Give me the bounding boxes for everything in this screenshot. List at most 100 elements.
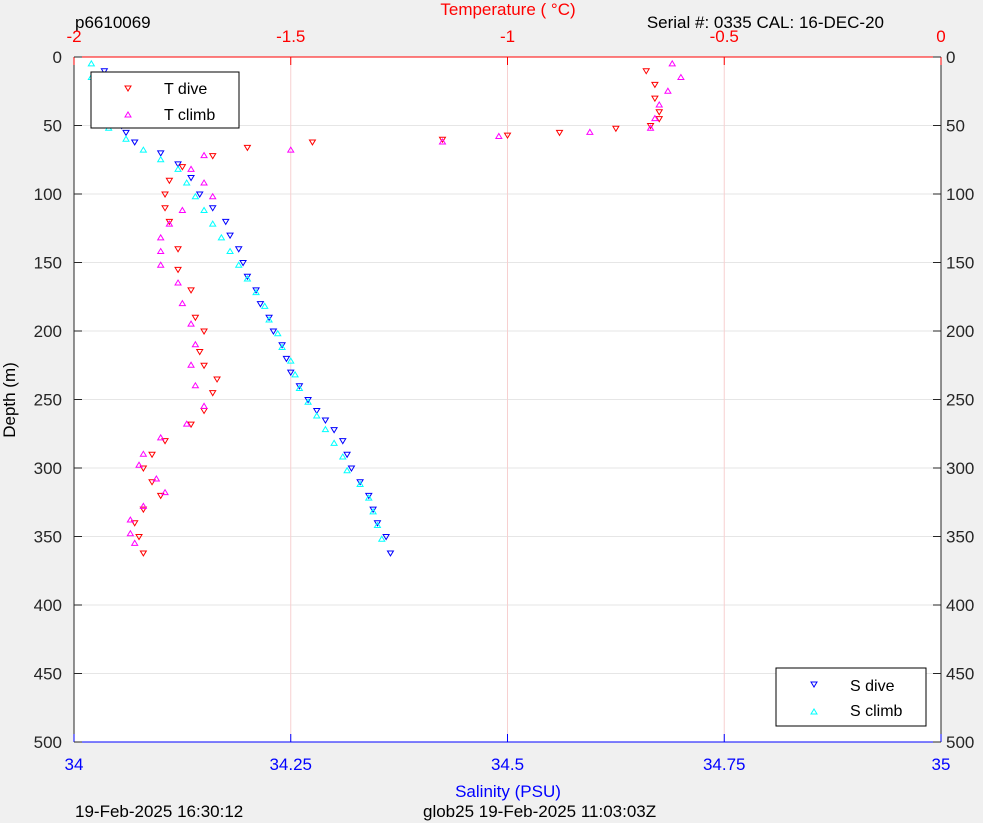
s-dive-point bbox=[226, 232, 234, 240]
s-dive-point bbox=[286, 369, 295, 377]
t-dive-point bbox=[208, 153, 217, 160]
s-dive-point bbox=[122, 129, 130, 137]
t-climb-point bbox=[668, 59, 677, 67]
s-climb-point bbox=[174, 165, 182, 172]
s-dive-point bbox=[347, 465, 356, 472]
t-dive-point bbox=[646, 123, 655, 130]
t-climb-point bbox=[152, 474, 161, 482]
t-dive-point bbox=[213, 376, 221, 383]
depth-tick-label-left: 100 bbox=[34, 185, 62, 204]
t-climb-point bbox=[135, 461, 143, 468]
temperature-axis-label: Temperature ( °C) bbox=[440, 0, 575, 19]
s-climb-point bbox=[273, 329, 282, 337]
s-dive-point bbox=[239, 260, 247, 267]
t-climb-point bbox=[200, 151, 208, 159]
t-dive-point bbox=[165, 177, 174, 185]
s-dive-point bbox=[208, 205, 217, 212]
s-climb-point bbox=[208, 220, 217, 227]
plot-timestamp: 19-Feb-2025 16:30:12 bbox=[75, 802, 243, 821]
s-climb-point bbox=[260, 302, 269, 309]
depth-tick-label-right: 0 bbox=[946, 48, 955, 67]
t-climb-point bbox=[208, 192, 217, 200]
depth-tick-label-right: 450 bbox=[946, 665, 974, 684]
s-dive-point bbox=[343, 451, 351, 459]
t-dive-point bbox=[174, 266, 182, 274]
t-dive-point bbox=[655, 116, 664, 123]
s-dive-point bbox=[278, 342, 286, 349]
s-dive-point bbox=[100, 68, 109, 75]
s-climb-point bbox=[369, 507, 377, 515]
legend-t-climb-marker bbox=[124, 111, 132, 118]
s-climb-point bbox=[330, 439, 338, 446]
t-dive-point bbox=[651, 95, 659, 103]
s-climb-point bbox=[286, 357, 295, 364]
t-climb-point bbox=[677, 73, 685, 81]
t-dive-point bbox=[438, 136, 447, 144]
t-dive-point bbox=[308, 139, 317, 146]
depth-tick-label-left: 0 bbox=[53, 48, 62, 67]
salinity-tick-label: 34.25 bbox=[269, 755, 312, 774]
depth-tick-label-right: 400 bbox=[946, 596, 974, 615]
t-dive-point bbox=[655, 109, 664, 116]
s-dive-point bbox=[195, 191, 204, 198]
s-dive-point bbox=[321, 417, 330, 425]
s-dive-point bbox=[265, 314, 273, 322]
t-dive-point bbox=[139, 550, 148, 557]
salinity-tick-label: 35 bbox=[932, 755, 951, 774]
s-climb-point bbox=[122, 135, 130, 142]
s-climb-point bbox=[291, 370, 299, 378]
legend-s-dive-label: S dive bbox=[850, 678, 895, 695]
s-climb-point bbox=[377, 535, 386, 542]
s-dive-point bbox=[252, 287, 260, 294]
depth-tick-label-left: 350 bbox=[34, 528, 62, 547]
salinity-tick-label: 34.75 bbox=[703, 755, 746, 774]
t-dive-point bbox=[130, 520, 139, 527]
series-s-dive bbox=[100, 68, 395, 557]
axes: -2 -1.5 -1 -0.5 034 34.25 34.5 34.75 350 050 50100… bbox=[34, 27, 975, 774]
t-dive-point bbox=[200, 328, 208, 335]
depth-tick-label-right: 50 bbox=[946, 117, 965, 136]
s-dive-point bbox=[330, 427, 338, 434]
t-climb-point bbox=[156, 233, 165, 241]
s-dive-point bbox=[382, 534, 391, 541]
t-climb-point bbox=[494, 132, 503, 139]
t-dive-point bbox=[651, 81, 659, 89]
temperature-tick-label: -0.5 bbox=[710, 27, 739, 46]
s-dive-point bbox=[256, 301, 265, 308]
s-climb-point bbox=[139, 146, 148, 153]
legend-t-climb-label: T climb bbox=[164, 107, 215, 124]
s-climb-point bbox=[321, 425, 330, 433]
salinity-tick-label: 34 bbox=[65, 755, 84, 774]
serial-cal-info: Serial #: 0335 CAL: 16-DEC-20 bbox=[647, 13, 884, 32]
t-climb-point bbox=[286, 146, 295, 153]
temperature-tick-label: 0 bbox=[936, 27, 945, 46]
depth-axis-label: Depth (m) bbox=[0, 362, 19, 438]
t-dive-point bbox=[195, 349, 204, 356]
s-dive-point bbox=[269, 328, 278, 335]
s-climb-point bbox=[200, 206, 208, 213]
t-dive-point bbox=[200, 362, 208, 370]
temperature-tick-label: -2 bbox=[66, 27, 81, 46]
s-climb-point bbox=[265, 316, 273, 323]
t-climb-point bbox=[178, 299, 187, 307]
t-climb-point bbox=[187, 361, 195, 368]
t-climb-point bbox=[156, 261, 165, 268]
t-dive-point bbox=[165, 218, 174, 226]
depth-tick-label-left: 150 bbox=[34, 254, 62, 273]
series-t-climb bbox=[126, 59, 685, 546]
s-dive-point bbox=[312, 407, 321, 415]
legend-t-dive-marker bbox=[124, 85, 132, 92]
t-dive-point bbox=[191, 314, 200, 322]
t-climb-point bbox=[139, 450, 148, 457]
legend-s-climb-marker bbox=[810, 708, 818, 715]
legend-temperature: T dive T climb bbox=[90, 71, 240, 129]
salinity-tick-label: 34.5 bbox=[491, 755, 524, 774]
s-climb-point bbox=[243, 274, 252, 282]
t-dive-point bbox=[161, 438, 169, 445]
s-dive-point bbox=[364, 492, 373, 500]
s-climb-point bbox=[343, 466, 351, 474]
legend-t-dive-label: T dive bbox=[164, 81, 207, 98]
depth-tick-label-right: 300 bbox=[946, 459, 974, 478]
s-climb-point bbox=[373, 521, 382, 529]
